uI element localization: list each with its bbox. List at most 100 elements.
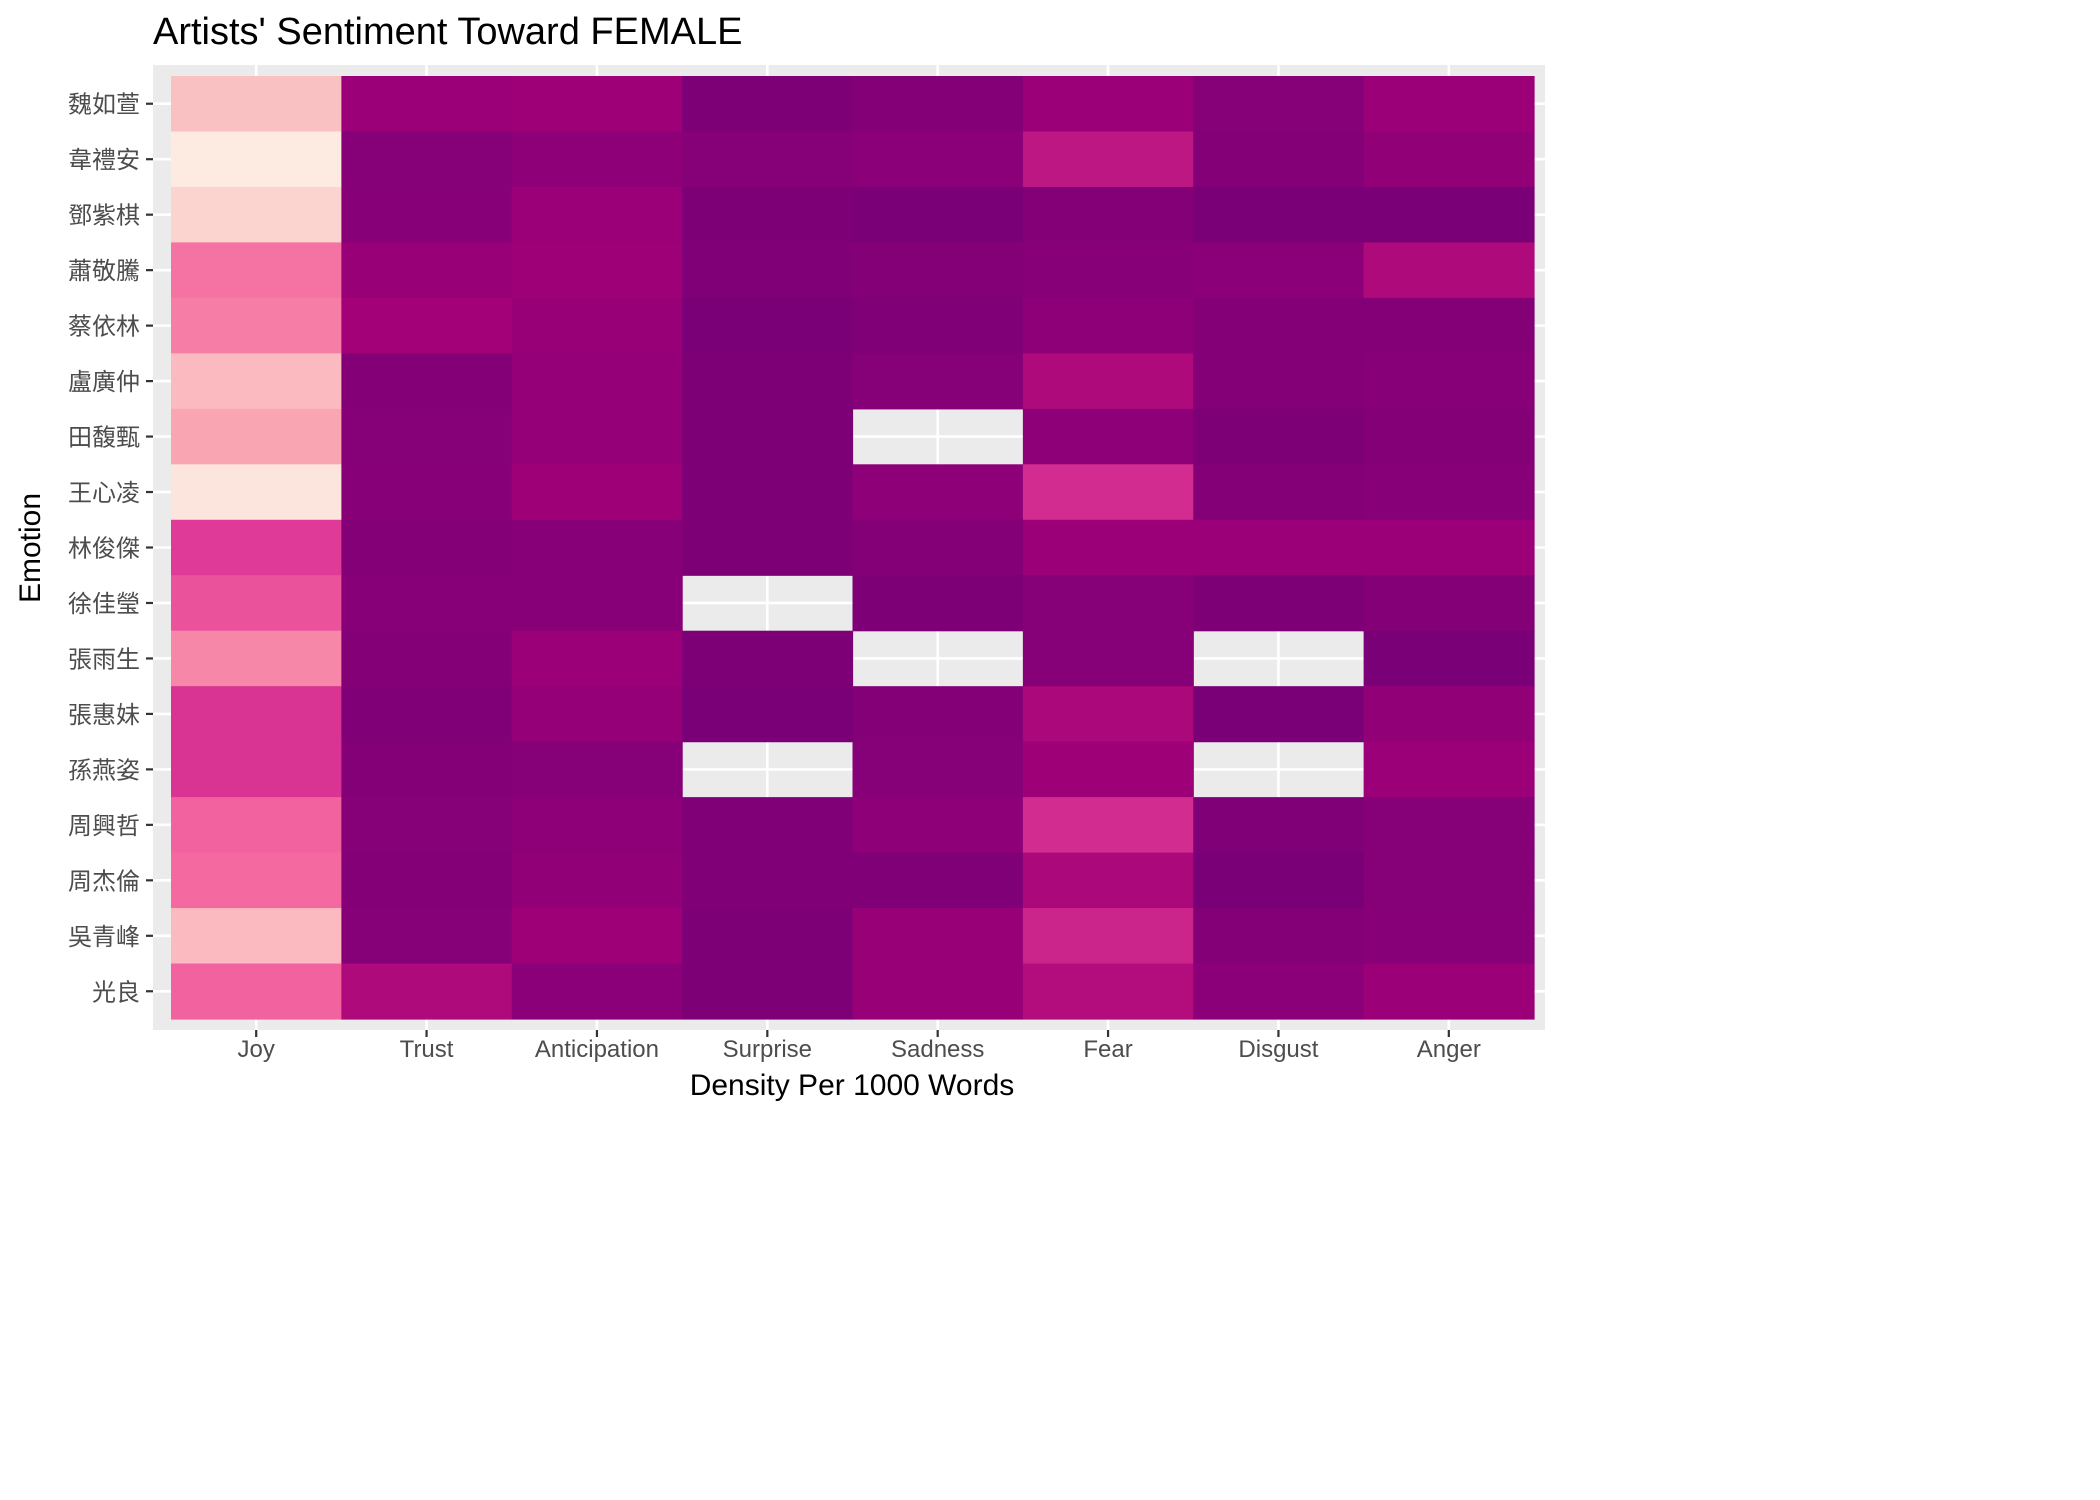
heatmap-cell [341, 852, 513, 909]
x-tick-label: Sadness [891, 1036, 984, 1063]
heatmap-cell [511, 686, 683, 743]
heatmap-cell [1363, 630, 1535, 687]
y-axis-title: Emotion [14, 493, 47, 603]
y-tick-label: 周杰倫 [68, 867, 140, 895]
heatmap-cell [511, 630, 683, 687]
heatmap-cell [1022, 963, 1194, 1020]
heatmap-cell [1363, 852, 1535, 909]
heatmap-cell [341, 630, 513, 687]
x-tick-label: Surprise [723, 1036, 812, 1063]
y-tick-label: 王心凌 [68, 479, 140, 507]
heatmap-cell [1022, 741, 1194, 798]
heatmap-cell [682, 686, 854, 743]
heatmap-cell [682, 242, 854, 299]
heatmap-cell [1193, 131, 1365, 188]
heatmap-cell [511, 797, 683, 854]
heatmap-cell [1363, 76, 1535, 133]
y-tick-label: 蕭敬騰 [68, 257, 140, 285]
heatmap-cell [852, 852, 1024, 909]
heatmap-cell [171, 131, 342, 188]
y-tick-label: 魏如萱 [68, 91, 140, 119]
heatmap-cell [1363, 963, 1535, 1020]
heatmap-cell [852, 741, 1024, 798]
heatmap-cell [511, 186, 683, 244]
heatmap-cell [341, 408, 513, 465]
heatmap-cell [511, 76, 683, 133]
heatmap-cell [1363, 575, 1535, 632]
heatmap-cell [171, 464, 342, 521]
heatmap-cell [682, 630, 854, 687]
x-axis: Joy Trust Anticipation Surprise Sadness Fear D… [238, 1030, 1481, 1063]
heatmap-cell [171, 852, 342, 909]
heatmap-cell [1363, 131, 1535, 188]
heatmap-cell [1022, 186, 1194, 244]
heatmap-cell [1022, 131, 1194, 188]
heatmap-cell [1363, 686, 1535, 743]
heatmap-cell [341, 908, 513, 965]
heatmap-cell [1022, 797, 1194, 854]
heatmap-cell [682, 353, 854, 410]
x-tick-label: Trust [400, 1036, 454, 1063]
heatmap-cell [511, 963, 683, 1020]
heatmap-cell [852, 76, 1024, 133]
heatmap-cell [511, 297, 683, 354]
heatmap-cell [1193, 76, 1365, 133]
heatmap-cell [1022, 76, 1194, 133]
heatmap-cell [341, 519, 513, 576]
heatmap-cell [171, 686, 342, 743]
heatmap-cell [511, 353, 683, 410]
heatmap-cell [1193, 242, 1365, 299]
heatmap-cell [852, 131, 1024, 188]
heatmap-cell [1193, 963, 1365, 1020]
heatmap-cell [1193, 575, 1365, 632]
heatmap-cell [852, 297, 1024, 354]
heatmap-cell [1363, 408, 1535, 465]
heatmap-cell [852, 186, 1024, 244]
heatmap-cell [1022, 852, 1194, 909]
heatmap-cell [682, 797, 854, 854]
heatmap-cell [171, 630, 342, 687]
heatmap-cell [511, 519, 683, 576]
heatmap-cell [341, 76, 513, 133]
heatmap-cell [1363, 297, 1535, 354]
heatmap-cell [171, 963, 342, 1020]
heatmap-cell [171, 575, 342, 632]
heatmap-cell [1193, 519, 1365, 576]
heatmap-cell [511, 242, 683, 299]
heatmap-chart: 魏如萱韋禮安鄧紫棋蕭敬騰蔡依林盧廣仲田馥甄王心凌林俊傑徐佳瑩張雨生張惠妹孫燕姿周… [14, 65, 1545, 1102]
heatmap-cell [1363, 353, 1535, 410]
heatmap-cell [1363, 186, 1535, 244]
heatmap-cell [511, 408, 683, 465]
heatmap-cell [171, 242, 342, 299]
heatmap-cell [511, 852, 683, 909]
heatmap-cell [852, 575, 1024, 632]
heatmap-cell [171, 741, 342, 798]
y-axis: 魏如萱韋禮安鄧紫棋蕭敬騰蔡依林盧廣仲田馥甄王心凌林俊傑徐佳瑩張雨生張惠妹孫燕姿周… [68, 91, 153, 1006]
heatmap-cell [682, 186, 854, 244]
heatmap-cell [682, 131, 854, 188]
heatmap-cell [1022, 575, 1194, 632]
heatmap-cell [1363, 519, 1535, 576]
y-tick-label: 蔡依林 [68, 313, 140, 341]
x-tick-label: Disgust [1238, 1036, 1318, 1063]
heatmap-cell [1022, 908, 1194, 965]
heatmap-cell [852, 908, 1024, 965]
heatmap-cell [1022, 353, 1194, 410]
heatmap-cell [511, 131, 683, 188]
heatmap-cell [852, 797, 1024, 854]
y-tick-label: 吳青峰 [68, 923, 140, 951]
heatmap-cell [341, 131, 513, 188]
heatmap-cell [682, 852, 854, 909]
x-axis-title: Density Per 1000 Words [690, 1069, 1015, 1102]
heatmap-cell [1022, 408, 1194, 465]
y-tick-label: 徐佳瑩 [68, 590, 140, 618]
heatmap-cell [341, 741, 513, 798]
heatmap-cell [511, 575, 683, 632]
heatmap-cell [511, 741, 683, 798]
heatmap-cell [1193, 797, 1365, 854]
heatmap-cell [682, 76, 854, 133]
heatmap-cell [341, 963, 513, 1020]
heatmap-cell [171, 353, 342, 410]
heatmap-cell [1363, 908, 1535, 965]
heatmap-cell [1193, 464, 1365, 521]
